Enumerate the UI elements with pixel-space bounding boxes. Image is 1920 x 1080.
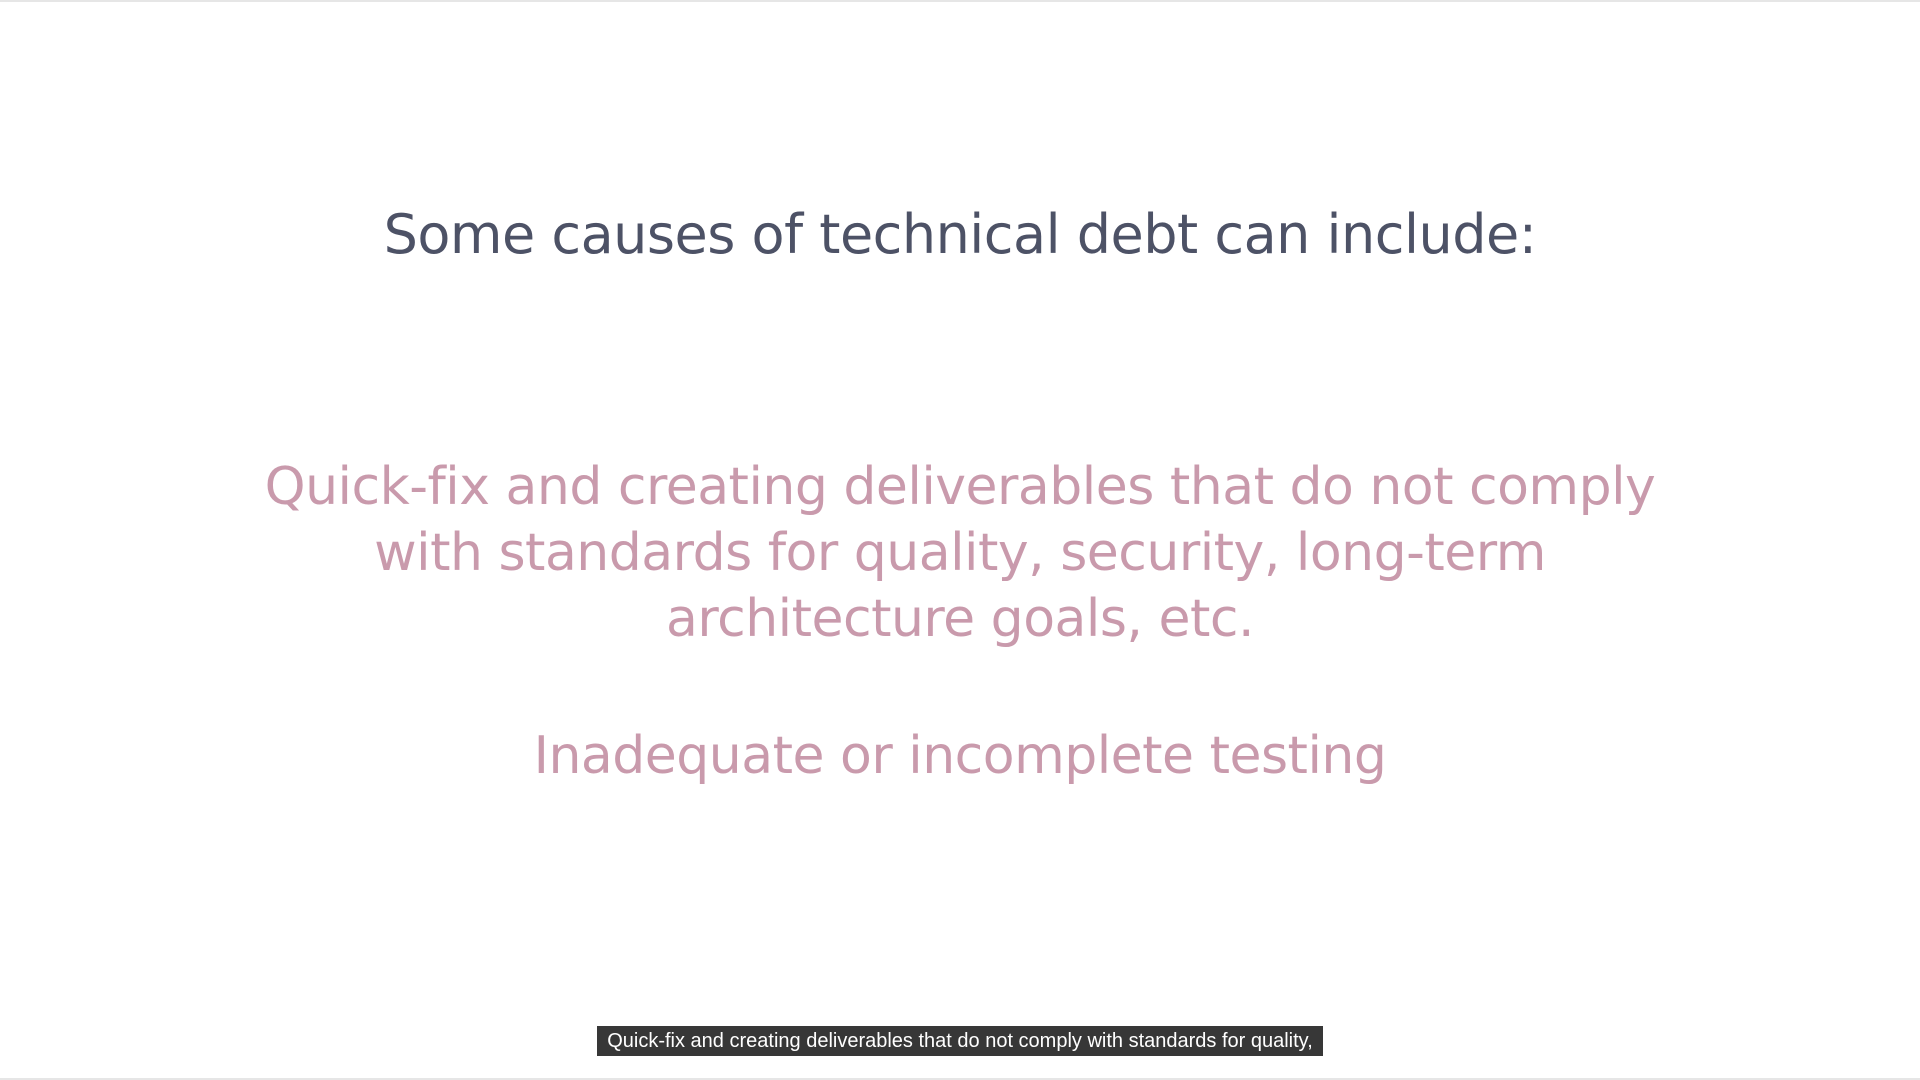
bullet-line: Inadequate or incomplete testing [533,726,1387,786]
presentation-slide: Some causes of technical debt can includ… [0,2,1920,1002]
caption-area: Quick-fix and creating deliverables that… [0,1026,1920,1056]
bullet-line: architecture goals, etc. [666,589,1254,649]
bullet-line: Quick-fix and creating deliverables that… [264,457,1656,517]
closed-caption: Quick-fix and creating deliverables that… [597,1026,1323,1056]
bullet-line: with standards for quality, security, lo… [374,523,1546,583]
bullet-quick-fix: Quick-fix and creating deliverables that… [0,454,1920,652]
slide-title: Some causes of technical debt can includ… [383,203,1537,266]
bullet-testing: Inadequate or incomplete testing [0,723,1920,789]
